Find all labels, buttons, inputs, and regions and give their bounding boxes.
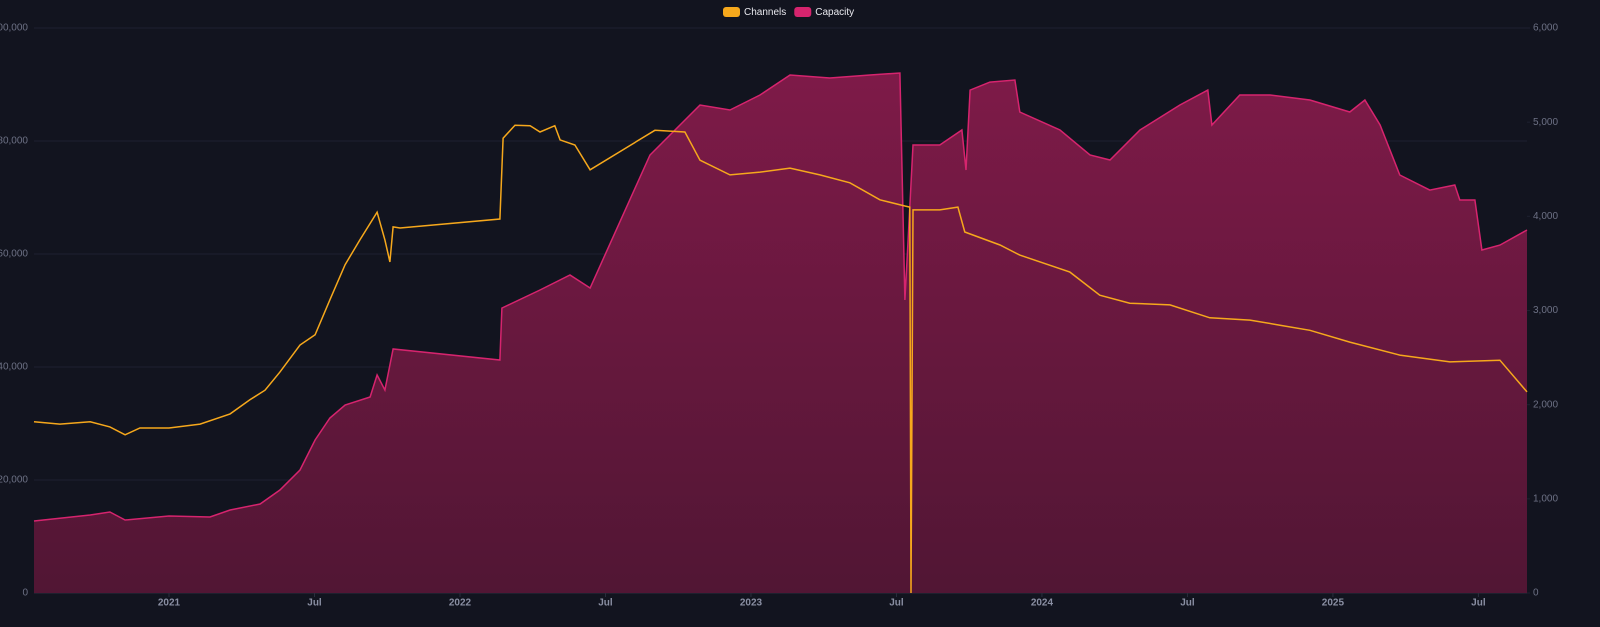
y2-tick-label: 5,000 bbox=[1533, 117, 1558, 128]
x-tick-label: Jul bbox=[1180, 598, 1195, 609]
x-tick-label: 2025 bbox=[1322, 598, 1345, 609]
legend-label[interactable]: Capacity bbox=[815, 7, 854, 18]
y-tick-label: 0 bbox=[22, 588, 28, 599]
line bbox=[33, 72, 1528, 522]
x-tick-label: Jul bbox=[307, 598, 322, 609]
y2-tick-label: 2,000 bbox=[1533, 399, 1558, 410]
y-tick-label: 40,000 bbox=[0, 362, 28, 373]
y2-tick-label: 6,000 bbox=[1533, 23, 1558, 34]
labels: 0 20,000 40,000 60,000 80,000 100,000 0 1,000 2,… bbox=[0, 23, 1558, 609]
legend-swatch bbox=[794, 7, 812, 17]
x-tick-label: 2024 bbox=[1031, 598, 1054, 609]
y2-tick-label: 4,000 bbox=[1533, 211, 1558, 222]
y2-tick-label: 0 bbox=[1533, 588, 1539, 599]
y-tick-label: 80,000 bbox=[0, 136, 28, 147]
x-tick-label: 2023 bbox=[740, 598, 763, 609]
x-tick-label: Jul bbox=[598, 598, 613, 609]
y-tick-label: 60,000 bbox=[0, 249, 28, 260]
x-tick-label: Jul bbox=[889, 598, 904, 609]
marks bbox=[33, 72, 1528, 594]
x-tick-label: Jul bbox=[1471, 598, 1486, 609]
y-tick-label: 20,000 bbox=[0, 475, 28, 486]
y2-tick-label: 1,000 bbox=[1533, 493, 1558, 504]
x-tick-label: 2021 bbox=[158, 598, 181, 609]
y-tick-label: 100,000 bbox=[0, 23, 28, 34]
y2-tick-label: 3,000 bbox=[1533, 305, 1558, 316]
line bbox=[33, 124, 1528, 594]
legend-swatch bbox=[723, 7, 740, 17]
legend-label[interactable]: Channels bbox=[744, 7, 786, 18]
area bbox=[34, 73, 1527, 593]
legend: Channels Capacity bbox=[723, 7, 854, 18]
x-tick-label: 2022 bbox=[449, 598, 472, 609]
